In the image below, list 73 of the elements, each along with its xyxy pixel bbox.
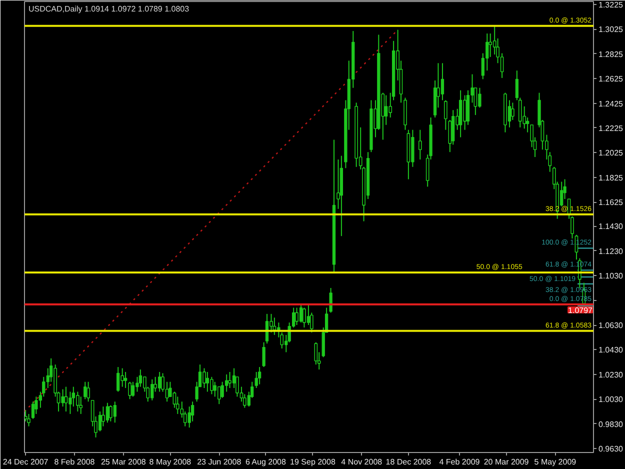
x-tick-label: 8 May 2008 <box>149 458 192 466</box>
y-tick-label: 1.1030 <box>598 272 624 281</box>
candlestick <box>27 413 30 427</box>
y-tick-label: 0.9830 <box>598 420 624 429</box>
y-tick-label: 1.1230 <box>598 246 624 256</box>
candlestick <box>444 100 448 130</box>
y-tick-label: 1.0630 <box>598 321 624 330</box>
y-tick-label: 1.0430 <box>598 346 624 355</box>
x-tick-label: 4 Feb 2009 <box>439 458 480 466</box>
candlestick <box>526 116 530 133</box>
y-tick-label: 1.1825 <box>598 173 624 182</box>
candlestick <box>120 368 124 388</box>
y-tick-label: 1.0230 <box>598 370 624 380</box>
candlestick <box>202 368 206 389</box>
candlestick <box>570 216 574 240</box>
y-tick-label: 1.1625 <box>598 198 624 208</box>
candlestick <box>262 342 266 368</box>
x-tick-label: 25 Mar 2008 <box>100 458 146 466</box>
candlestick <box>128 381 132 400</box>
candlestick <box>258 366 262 385</box>
y-tick-label: 1.3225 <box>598 0 624 10</box>
candlestick <box>384 94 388 126</box>
candlestick <box>113 401 116 424</box>
candlestick <box>299 304 303 324</box>
candlestick <box>463 94 466 130</box>
candlestick <box>228 371 232 389</box>
x-tick-label: 23 Jun 2008 <box>197 458 242 466</box>
candlestick <box>295 307 298 326</box>
candlestick <box>86 381 90 402</box>
candlestick <box>220 381 224 398</box>
candlestick <box>131 381 135 398</box>
candlestick <box>254 371 258 389</box>
candlestick <box>108 404 112 422</box>
candlestick <box>510 102 514 120</box>
x-tick-label: 5 May 2009 <box>534 458 577 466</box>
y-tick-label: 1.0030 <box>598 395 624 404</box>
x-tick-label: 20 Mar 2009 <box>484 458 530 466</box>
x-tick-label: 4 Nov 2008 <box>341 458 383 466</box>
candlestick <box>158 371 162 392</box>
y-tick-label: 1.3025 <box>598 25 624 34</box>
y-tick-label: 1.2825 <box>598 50 624 59</box>
candlestick <box>98 410 102 432</box>
ref-line-label: 1.0797 <box>568 306 594 315</box>
y-tick-label: 1.2425 <box>598 99 624 108</box>
y-tick-label: 1.2225 <box>598 124 624 133</box>
candlestick <box>217 386 221 405</box>
x-tick-label: 18 Dec 2008 <box>386 458 432 466</box>
y-tick-label: 1.2625 <box>598 74 624 84</box>
candlestick <box>302 307 306 328</box>
candlestick <box>440 62 444 101</box>
candlestick <box>116 366 120 392</box>
y-tick-label: 1.2025 <box>598 148 624 158</box>
candlestick <box>138 368 142 388</box>
candlestick <box>306 304 310 326</box>
x-tick-label: 6 Aug 2008 <box>245 458 286 466</box>
candlestick <box>124 371 128 389</box>
y-tick-label: 1.1430 <box>598 222 624 232</box>
candlestick <box>102 406 105 427</box>
candlestick <box>84 381 87 400</box>
candlestick <box>106 402 110 424</box>
x-tick-label: 19 Sep 2008 <box>290 458 336 466</box>
candlestick <box>210 376 214 395</box>
candlestick <box>314 342 318 366</box>
chart-title: USDCAD,Daily 1.0914 1.0972 1.0789 1.0803 <box>28 4 190 14</box>
candlestick <box>206 371 210 392</box>
x-tick-label: 8 Feb 2008 <box>54 458 96 466</box>
candlestick <box>68 391 72 414</box>
candlestick <box>76 391 80 412</box>
candlestick <box>61 388 64 408</box>
y-tick-label: 0.9630 <box>598 444 624 454</box>
candlestick <box>478 87 482 108</box>
x-tick-label: 24 Dec 2007 <box>2 458 49 466</box>
candlestick <box>418 129 422 160</box>
